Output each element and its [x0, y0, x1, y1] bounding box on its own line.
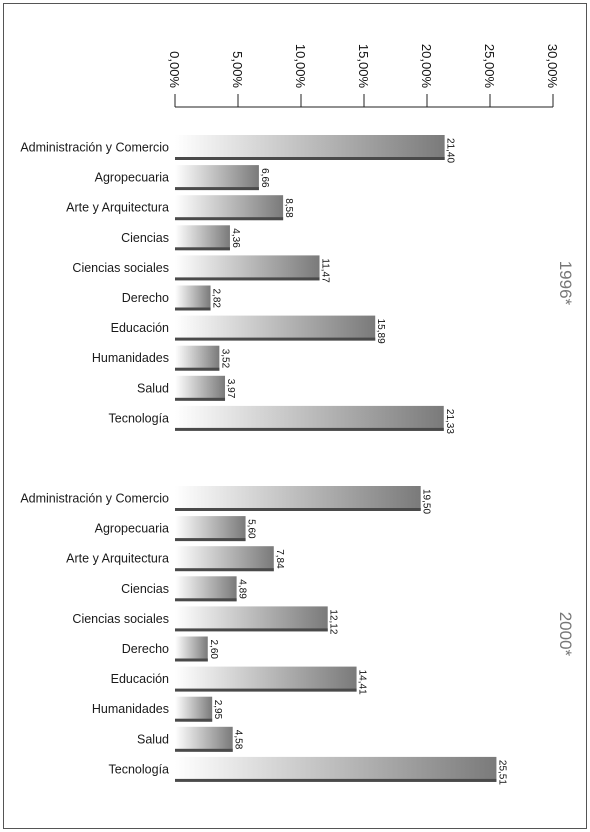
category-label: Ciencias	[121, 582, 169, 596]
value-label: 21,33	[444, 409, 455, 434]
bar	[175, 195, 284, 221]
category-label: Tecnología	[109, 411, 170, 425]
bar	[175, 165, 259, 191]
bar-shadow	[175, 337, 376, 341]
bar	[175, 285, 211, 311]
value-label: 5,60	[246, 519, 257, 539]
bar	[175, 486, 421, 511]
tick-label: 5,00%	[230, 51, 245, 88]
bar-shadow	[175, 247, 230, 251]
tick-label: 10,00%	[293, 44, 308, 89]
category-label: Administración y Comercio	[20, 141, 169, 155]
tick-label: 20,00%	[419, 44, 434, 89]
value-label: 4,89	[237, 579, 248, 599]
category-label: Educación	[111, 321, 169, 335]
bar-shadow	[175, 367, 220, 371]
value-label: 25,51	[496, 760, 507, 785]
category-label: Tecnología	[109, 762, 170, 776]
bar-shadow	[175, 718, 213, 722]
bar-shadow	[175, 658, 208, 662]
bar-shadow	[175, 397, 226, 401]
bar-shadow	[175, 157, 445, 160]
tick-label: 25,00%	[482, 44, 497, 89]
value-label: 15,89	[375, 319, 386, 344]
bar	[175, 756, 497, 782]
labels: Administración y Comercio 21,40 Agropecuar…	[20, 138, 575, 785]
value-label: 2,82	[211, 289, 222, 309]
bar	[175, 696, 213, 722]
tick-label: 30,00%	[545, 44, 560, 89]
category-label: Ciencias sociales	[72, 612, 169, 626]
category-label: Salud	[137, 381, 169, 395]
bar-shadow	[175, 598, 237, 602]
value-label: 2,95	[212, 700, 223, 720]
category-label: Derecho	[122, 642, 169, 656]
group-label: 2000*	[556, 612, 575, 657]
bar-shadow	[175, 538, 246, 542]
value-axis: 0,00% 5,00% 10,00% 15,00% 20,00% 25,00% 30,00%	[167, 44, 560, 108]
bar-shadow	[175, 508, 421, 511]
bar	[175, 315, 376, 341]
value-label: 12,12	[328, 609, 339, 634]
bar	[175, 345, 220, 371]
category-label: Humanidades	[92, 702, 169, 716]
bar-shadow	[175, 568, 274, 572]
value-label: 4,36	[230, 228, 241, 248]
value-label: 2,60	[208, 640, 219, 660]
bar	[175, 666, 357, 692]
category-label: Administración y Comercio	[20, 492, 169, 506]
value-label: 7,84	[274, 549, 285, 569]
bar-shadow	[175, 427, 444, 431]
bar	[175, 135, 445, 160]
value-label: 19,50	[421, 489, 432, 514]
bar-shadow	[175, 628, 328, 632]
bars	[175, 135, 497, 782]
bar-shadow	[175, 277, 320, 281]
category-label: Ciencias sociales	[72, 261, 169, 275]
bar	[175, 375, 226, 401]
tick-label: 15,00%	[356, 44, 371, 89]
value-label: 6,66	[259, 168, 270, 188]
category-label: Agropecuaria	[95, 171, 169, 185]
bar-shadow	[175, 778, 497, 782]
value-label: 21,40	[445, 138, 456, 163]
bar	[175, 405, 444, 431]
category-label: Educación	[111, 672, 169, 686]
tick-label: 0,00%	[167, 51, 182, 88]
bar-shadow	[175, 748, 233, 752]
bar	[175, 576, 237, 602]
chart-frame	[3, 3, 587, 829]
category-label: Salud	[137, 732, 169, 746]
value-label: 8,58	[283, 198, 294, 218]
bar	[175, 546, 274, 572]
category-label: Arte y Arquitectura	[66, 552, 169, 566]
category-label: Derecho	[122, 291, 169, 305]
value-label: 3,52	[219, 349, 230, 369]
value-label: 3,97	[225, 379, 236, 399]
category-label: Humanidades	[92, 351, 169, 365]
value-label: 11,47	[320, 258, 331, 283]
bar-shadow	[175, 187, 259, 191]
value-label: 14,41	[357, 670, 368, 695]
value-label: 4,58	[233, 730, 244, 750]
group-label: 1996*	[556, 261, 575, 306]
category-label: Ciencias	[121, 231, 169, 245]
bar-shadow	[175, 307, 211, 311]
bar	[175, 726, 233, 752]
category-label: Arte y Arquitectura	[66, 201, 169, 215]
bar	[175, 225, 230, 251]
bar	[175, 255, 320, 281]
bar-shadow	[175, 688, 357, 692]
bar	[175, 606, 328, 632]
category-label: Agropecuaria	[95, 522, 169, 536]
bar	[175, 516, 246, 542]
bar-shadow	[175, 217, 284, 221]
bar	[175, 636, 208, 662]
